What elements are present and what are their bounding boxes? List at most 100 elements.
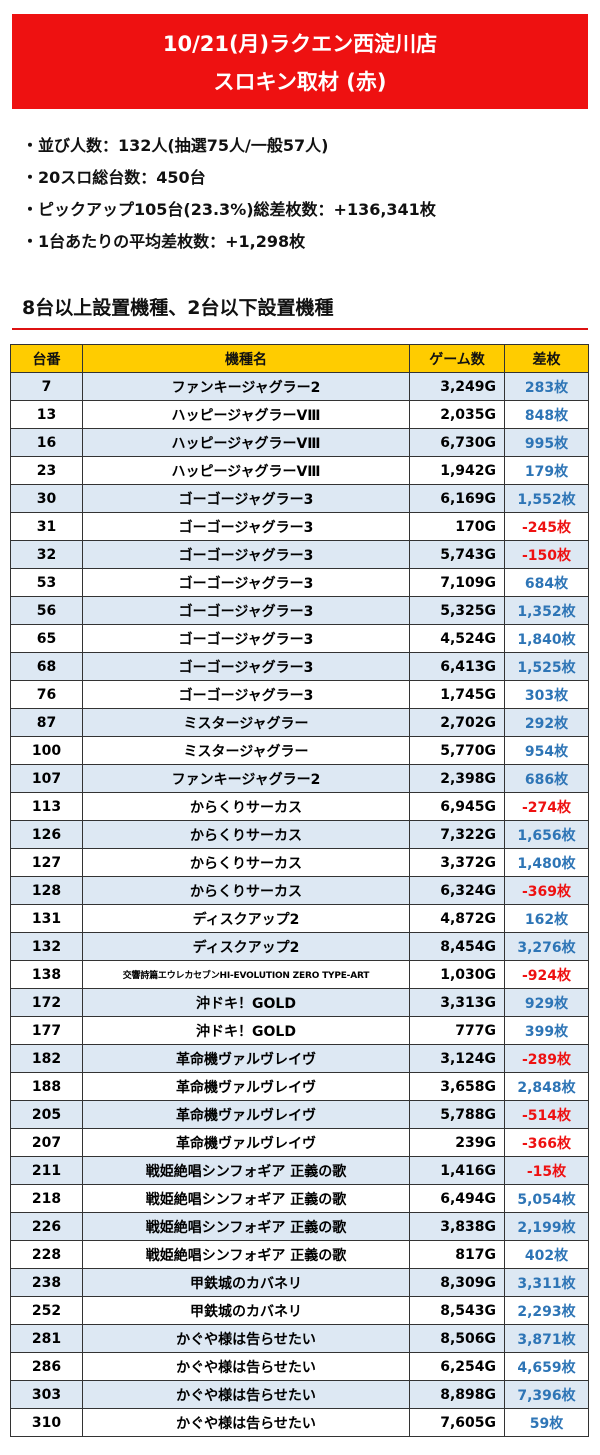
cell-machine-number: 138 xyxy=(10,960,83,989)
cell-game-count: 2,702G xyxy=(409,708,505,737)
cell-game-count: 1,030G xyxy=(409,960,505,989)
cell-difference: -289枚 xyxy=(504,1044,589,1073)
table-row: 16 ハッピージャグラーVⅢ 6,730G 995枚 xyxy=(10,428,589,457)
table-row: 132 ディスクアップ2 8,454G 3,276枚 xyxy=(10,932,589,961)
cell-machine-name: ディスクアップ2 xyxy=(82,932,410,961)
cell-machine-number: 238 xyxy=(10,1268,83,1297)
summary-line-average: ・1台あたりの平均差枚数：+1,298枚 xyxy=(22,232,306,251)
cell-game-count: 6,324G xyxy=(409,876,505,905)
cell-game-count: 239G xyxy=(409,1128,505,1157)
cell-game-count: 6,254G xyxy=(409,1352,505,1381)
cell-game-count: 8,454G xyxy=(409,932,505,961)
cell-machine-name: からくりサーカス xyxy=(82,876,410,905)
cell-difference: 1,352枚 xyxy=(504,596,589,625)
header-machine-number: 台番 xyxy=(10,344,83,373)
cell-machine-name: かぐや様は告らせたい xyxy=(82,1352,410,1381)
summary-line-pickup-total: ・ピックアップ105台(23.3%)総差枚数：+136,341枚 xyxy=(22,200,436,219)
results-table: 台番 機種名 ゲーム数 差枚 7 ファンキージャグラー2 3,249G 283枚 13 ハ… xyxy=(10,344,589,1437)
summary-line-total-machines: ・20スロ総台数：450台 xyxy=(22,168,206,187)
cell-machine-name: ミスタージャグラー xyxy=(82,708,410,737)
cell-game-count: 1,416G xyxy=(409,1156,505,1185)
cell-machine-number: 303 xyxy=(10,1380,83,1409)
cell-machine-name: ゴーゴージャグラー3 xyxy=(82,568,410,597)
header-difference: 差枚 xyxy=(504,344,589,373)
cell-difference: 3,871枚 xyxy=(504,1324,589,1353)
cell-machine-number: 32 xyxy=(10,540,83,569)
cell-machine-number: 286 xyxy=(10,1352,83,1381)
table-row: 188 革命機ヴァルヴレイヴ 3,658G 2,848枚 xyxy=(10,1072,589,1101)
cell-game-count: 7,322G xyxy=(409,820,505,849)
cell-machine-number: 16 xyxy=(10,428,83,457)
cell-machine-number: 56 xyxy=(10,596,83,625)
cell-game-count: 4,872G xyxy=(409,904,505,933)
header-game-count: ゲーム数 xyxy=(409,344,505,373)
cell-machine-number: 13 xyxy=(10,400,83,429)
cell-machine-number: 68 xyxy=(10,652,83,681)
table-row: 127 からくりサーカス 3,372G 1,480枚 xyxy=(10,848,589,877)
cell-difference: 2,293枚 xyxy=(504,1296,589,1325)
cell-machine-name: ハッピージャグラーVⅢ xyxy=(82,428,410,457)
table-row: 182 革命機ヴァルヴレイヴ 3,124G -289枚 xyxy=(10,1044,589,1073)
cell-difference: 179枚 xyxy=(504,456,589,485)
cell-machine-name: 沖ドキ！GOLD xyxy=(82,988,410,1017)
cell-difference: -150枚 xyxy=(504,540,589,569)
table-row: 30 ゴーゴージャグラー3 6,169G 1,552枚 xyxy=(10,484,589,513)
cell-machine-number: 228 xyxy=(10,1240,83,1269)
table-row: 31 ゴーゴージャグラー3 170G -245枚 xyxy=(10,512,589,541)
cell-game-count: 1,745G xyxy=(409,680,505,709)
table-row: 252 甲鉄城のカバネリ 8,543G 2,293枚 xyxy=(10,1296,589,1325)
summary-line-queue: ・並び人数：132人(抽選75人/一般57人) xyxy=(22,136,329,155)
cell-game-count: 6,169G xyxy=(409,484,505,513)
cell-game-count: 3,658G xyxy=(409,1072,505,1101)
cell-machine-number: 100 xyxy=(10,736,83,765)
cell-machine-number: 23 xyxy=(10,456,83,485)
table-row: 218 戦姫絶唱シンフォギア 正義の歌 6,494G 5,054枚 xyxy=(10,1184,589,1213)
cell-difference: 399枚 xyxy=(504,1016,589,1045)
cell-machine-number: 113 xyxy=(10,792,83,821)
header-machine-name: 機種名 xyxy=(82,344,410,373)
cell-machine-number: 177 xyxy=(10,1016,83,1045)
cell-difference: -924枚 xyxy=(504,960,589,989)
cell-game-count: 7,109G xyxy=(409,568,505,597)
cell-machine-name: ハッピージャグラーVⅢ xyxy=(82,400,410,429)
cell-machine-name: ミスタージャグラー xyxy=(82,736,410,765)
cell-machine-number: 226 xyxy=(10,1212,83,1241)
cell-game-count: 8,506G xyxy=(409,1324,505,1353)
event-title: スロキン取材 (赤) xyxy=(213,70,387,94)
table-row: 53 ゴーゴージャグラー3 7,109G 684枚 xyxy=(10,568,589,597)
cell-difference: 59枚 xyxy=(504,1408,589,1437)
cell-machine-name: 革命機ヴァルヴレイヴ xyxy=(82,1072,410,1101)
cell-machine-name: かぐや様は告らせたい xyxy=(82,1380,410,1409)
store-title: 10/21(月)ラクエン西淀川店 xyxy=(162,32,438,56)
table-row: 303 かぐや様は告らせたい 8,898G 7,396枚 xyxy=(10,1380,589,1409)
cell-game-count: 6,730G xyxy=(409,428,505,457)
cell-machine-number: 107 xyxy=(10,764,83,793)
cell-difference: -514枚 xyxy=(504,1100,589,1129)
cell-difference: 684枚 xyxy=(504,568,589,597)
cell-machine-number: 65 xyxy=(10,624,83,653)
section-title: 8台以上設置機種、2台以下設置機種 xyxy=(22,297,334,319)
cell-game-count: 777G xyxy=(409,1016,505,1045)
cell-machine-number: 211 xyxy=(10,1156,83,1185)
cell-difference: 402枚 xyxy=(504,1240,589,1269)
table-row: 207 革命機ヴァルヴレイヴ 239G -366枚 xyxy=(10,1128,589,1157)
cell-machine-name: 革命機ヴァルヴレイヴ xyxy=(82,1100,410,1129)
cell-machine-name: 戦姫絶唱シンフォギア 正義の歌 xyxy=(82,1156,410,1185)
cell-machine-number: 205 xyxy=(10,1100,83,1129)
table-row: 138 交響詩篇エウレカセブンHI-EVOLUTION ZERO TYPE-ART… xyxy=(10,960,589,989)
cell-machine-number: 281 xyxy=(10,1324,83,1353)
cell-machine-number: 7 xyxy=(10,372,83,401)
table-row: 76 ゴーゴージャグラー3 1,745G 303枚 xyxy=(10,680,589,709)
cell-game-count: 5,788G xyxy=(409,1100,505,1129)
cell-machine-name: からくりサーカス xyxy=(82,792,410,821)
cell-machine-number: 132 xyxy=(10,932,83,961)
cell-game-count: 3,372G xyxy=(409,848,505,877)
table-row: 310 かぐや様は告らせたい 7,605G 59枚 xyxy=(10,1408,589,1437)
cell-machine-name: 交響詩篇エウレカセブンHI-EVOLUTION ZERO TYPE-ART xyxy=(82,960,410,989)
cell-difference: 1,840枚 xyxy=(504,624,589,653)
cell-game-count: 8,898G xyxy=(409,1380,505,1409)
cell-difference: 1,656枚 xyxy=(504,820,589,849)
cell-game-count: 3,838G xyxy=(409,1212,505,1241)
cell-game-count: 2,035G xyxy=(409,400,505,429)
cell-machine-name: 革命機ヴァルヴレイヴ xyxy=(82,1128,410,1157)
